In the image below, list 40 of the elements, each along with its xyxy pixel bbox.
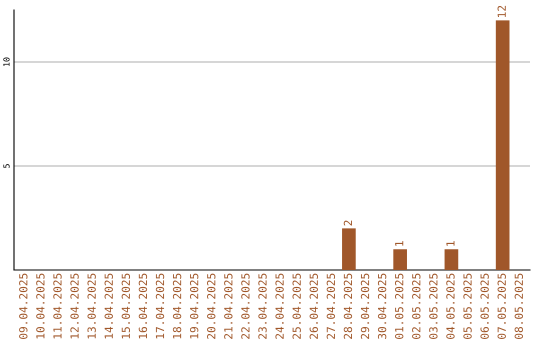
data-label: 1 (395, 241, 404, 246)
x-tick-label: 09.04.2025 (19, 274, 28, 339)
x-tick-label: 24.04.2025 (275, 274, 284, 339)
x-tick-label: 16.04.2025 (138, 274, 148, 338)
x-tick-label: 13.04.2025 (87, 274, 96, 338)
x-tick-label: 17.04.2025 (156, 274, 164, 338)
x-tick-label: 25.04.2025 (292, 274, 301, 339)
bar (342, 228, 356, 270)
x-tick-label: 02.05.2025 (412, 274, 420, 339)
bar (496, 20, 510, 270)
x-tick-label: 05.05.2025 (463, 274, 472, 339)
y-tick-label: 5 (3, 164, 10, 168)
x-tick-label: 22.04.2025 (241, 274, 250, 339)
x-tick-label: 06.05.2025 (480, 274, 489, 339)
x-tick-label: 18.04.2025 (172, 274, 182, 338)
x-tick-label: 28.04.2025 (344, 274, 352, 339)
x-tick-label: 04.05.2025 (446, 274, 455, 339)
x-tick-label: 30.04.2025 (378, 274, 386, 339)
x-tick-label: 21.04.2025 (224, 274, 233, 339)
x-tick-label: 20.04.2025 (207, 274, 216, 339)
data-label: 12 (498, 6, 506, 17)
bar (444, 249, 458, 270)
x-tick-label: 19.04.2025 (190, 274, 198, 338)
x-tick-label: 07.05.2025 (498, 274, 506, 339)
x-tick-label: 03.05.2025 (429, 274, 438, 339)
x-tick-label: 23.04.2025 (258, 274, 267, 339)
x-tick-label: 29.04.2025 (360, 274, 370, 339)
x-tick-label: 14.04.2025 (104, 274, 113, 338)
data-label: 1 (446, 241, 454, 246)
x-tick-label: 08.05.2025 (514, 274, 523, 339)
x-tick-label: 15.04.2025 (122, 274, 130, 338)
x-tick-label: 11.04.2025 (53, 274, 62, 338)
x-tick-label: 12.04.2025 (70, 274, 79, 338)
x-tick-label: 10.04.2025 (36, 274, 45, 338)
x-tick-label: 27.04.2025 (326, 274, 336, 339)
bar (393, 249, 407, 270)
x-tick-label: 26.04.2025 (310, 274, 318, 339)
y-tick-label: 10 (3, 58, 10, 66)
x-tick-label: 01.05.2025 (394, 274, 404, 339)
data-label: 2 (344, 220, 352, 226)
